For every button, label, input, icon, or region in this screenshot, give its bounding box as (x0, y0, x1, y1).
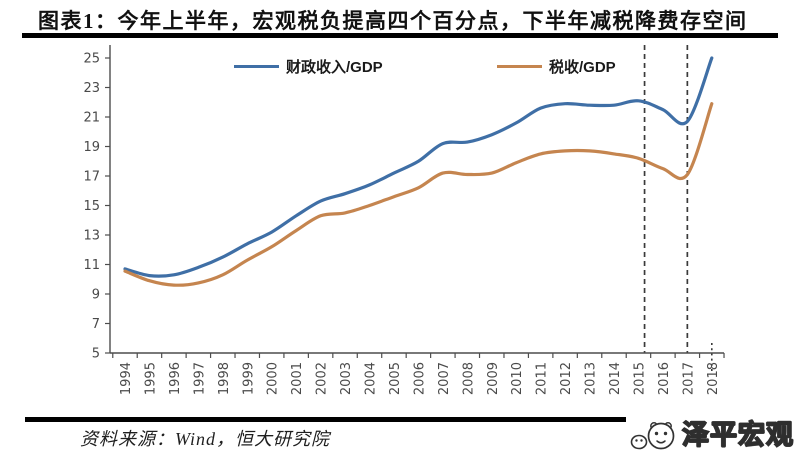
x-tick-label: 2001 (290, 362, 305, 395)
x-tick-label: 1997 (192, 362, 207, 395)
y-tick-label: 17 (83, 170, 100, 185)
x-tick-label: 2012 (559, 362, 574, 395)
x-tick-label: 2016 (657, 362, 672, 395)
y-tick-label: 15 (83, 199, 100, 214)
y-tick-label: 5 (92, 347, 100, 362)
x-tick-label: 2008 (461, 362, 476, 395)
y-tick-label: 9 (92, 288, 100, 303)
x-tick-label: 2007 (437, 362, 452, 395)
x-tick-label: 2017 (681, 362, 696, 395)
x-tick-label: 1996 (168, 362, 183, 395)
data-source-note: 资料来源：Wind，恒大研究院 (80, 429, 331, 449)
x-tick-label: 2009 (486, 362, 501, 395)
legend-line-swatch-blue (234, 64, 279, 68)
x-tick-label: 2000 (266, 362, 281, 395)
x-tick-label: 2004 (364, 362, 379, 395)
brand-name: 泽平宏观 (681, 419, 794, 450)
x-tick-label: 1994 (119, 362, 134, 395)
chart-area: 5 7 9 11 13 15 17 19 21 23 25 1994 1995 1996 1997 1998 1… (0, 45, 800, 395)
x-tick-label: 2002 (315, 362, 330, 395)
chart-legend: 财政收入/GDP 税收/GDP (0, 56, 800, 78)
x-tick-label: 1999 (241, 362, 256, 395)
x-tick-label: 1998 (217, 362, 232, 395)
y-tick-label: 11 (83, 258, 100, 273)
title-divider (22, 33, 778, 38)
legend-line-swatch-orange (497, 64, 542, 68)
series-line-0 (123, 56, 714, 278)
footer-divider (25, 417, 777, 422)
x-tick-label: 2014 (608, 362, 623, 395)
y-tick-label: 25 (83, 52, 100, 67)
y-tick-label: 23 (83, 81, 100, 96)
x-tick-label: 2011 (535, 362, 550, 395)
y-tick-label: 13 (83, 229, 100, 244)
x-tick-label: 2006 (412, 362, 427, 395)
x-tick-label: 2018 (706, 362, 721, 395)
x-tick-label: 2003 (339, 362, 354, 395)
legend-label: 财政收入/GDP (286, 58, 383, 76)
legend-item-fiscal-revenue: 财政收入/GDP (234, 56, 383, 76)
figure-title: 图表1：今年上半年，宏观税负提高四个百分点，下半年减税降费存空间 (38, 9, 748, 33)
series-line-1 (123, 102, 714, 287)
y-tick-label: 7 (92, 317, 100, 332)
y-tick-label: 19 (83, 140, 100, 155)
line-chart: 5 7 9 11 13 15 17 19 21 23 25 1994 1995 1996 1997 1998 1… (83, 45, 725, 395)
brand-watermark: 泽平宏观 (626, 416, 798, 454)
x-tick-label: 2013 (584, 362, 599, 395)
x-tick-label: 2005 (388, 362, 403, 395)
x-tick-label: 2010 (510, 362, 525, 395)
panda-face-icon (630, 422, 675, 450)
legend-item-tax: 税收/GDP (497, 56, 616, 76)
x-tick-label: 2015 (632, 362, 647, 395)
x-tick-label: 1995 (143, 362, 158, 395)
legend-label: 税收/GDP (549, 58, 616, 76)
y-tick-label: 21 (83, 111, 100, 126)
